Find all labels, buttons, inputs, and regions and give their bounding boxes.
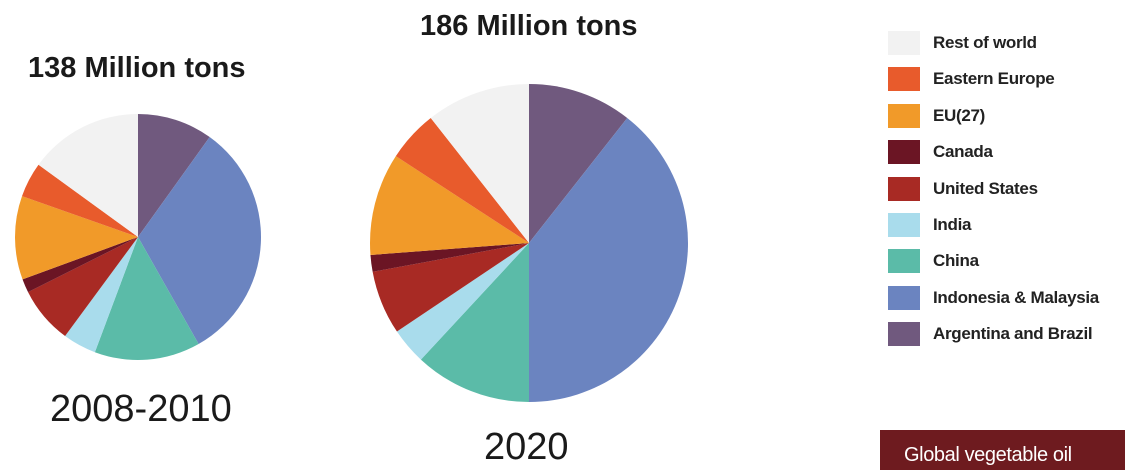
pie-slice-china [420, 243, 529, 402]
pie-slice-eu-27 [370, 156, 529, 255]
pie-title-2020: 186 Million tons [420, 10, 638, 42]
pie-slice-argentina-and-brazil [138, 114, 210, 237]
legend-item-canada: Canada [888, 137, 1125, 173]
pie-slice-china [94, 237, 199, 360]
legend-item-eu-27: EU(27) [888, 101, 1125, 137]
legend-item-china: China [888, 246, 1125, 282]
legend-swatch [888, 249, 920, 274]
period-label-2020: 2020 [484, 426, 569, 468]
legend-label: Argentina and Brazil [933, 324, 1093, 344]
legend-label: China [933, 251, 979, 271]
legend-label: Eastern Europe [933, 69, 1055, 89]
pie-slice-rest-of-world [430, 84, 529, 243]
pie-chart-2020 [370, 84, 688, 403]
pie-slice-india [65, 237, 138, 353]
legend-swatch [888, 322, 920, 347]
legend-label: India [933, 214, 972, 234]
pie-slice-indonesia-and-malaysia [138, 137, 261, 345]
legend-swatch [888, 176, 920, 201]
legend-label: Canada [933, 142, 993, 162]
legend-item-india: India [888, 210, 1125, 246]
legend-item-eastern-europe: Eastern Europe [888, 64, 1125, 100]
pie-slice-canada [370, 243, 529, 272]
legend-item-rest-of-world: Rest of world [888, 28, 1125, 64]
period-label-2008-2010: 2008-2010 [50, 388, 232, 430]
pie-slice-argentina-and-brazil [529, 84, 628, 243]
pie-slice-eu-27 [14, 196, 138, 280]
legend-swatch [888, 103, 920, 128]
legend-item-argentina-and-brazil: Argentina and Brazil [888, 319, 1125, 355]
caption-box: Global vegetable oil [880, 430, 1125, 470]
legend-swatch [888, 140, 920, 165]
legend-swatch [888, 285, 920, 310]
pie-slice-canada [22, 237, 138, 293]
pie-slice-united-states [372, 243, 529, 332]
legend-item-united-states: United States [888, 174, 1125, 210]
pie-slice-rest-of-world [38, 114, 139, 237]
legend-label: EU(27) [933, 105, 986, 125]
legend-swatch [888, 212, 920, 237]
caption-text: Global vegetable oil [904, 444, 1072, 466]
pie-title-2008-2010: 138 Million tons [28, 52, 246, 84]
pie-slice-eastern-europe [22, 164, 139, 237]
legend-item-indonesia-and-malaysia: Indonesia & Malaysia [888, 283, 1125, 319]
legend-swatch [888, 31, 920, 55]
pie-slice-indonesia-and-malaysia [529, 117, 688, 403]
legend-swatch [888, 67, 920, 92]
pie-slice-india [396, 243, 529, 360]
pie-chart-2008-2010 [14, 114, 261, 360]
pie-slice-eastern-europe [395, 117, 529, 243]
legend: Rest of world Eastern Europe EU(27) Canada U… [888, 28, 1125, 356]
legend-label: Indonesia & Malaysia [933, 287, 1099, 307]
legend-label: United States [933, 178, 1038, 198]
pie-slice-united-states [28, 237, 139, 337]
legend-label: Rest of world [933, 33, 1037, 52]
